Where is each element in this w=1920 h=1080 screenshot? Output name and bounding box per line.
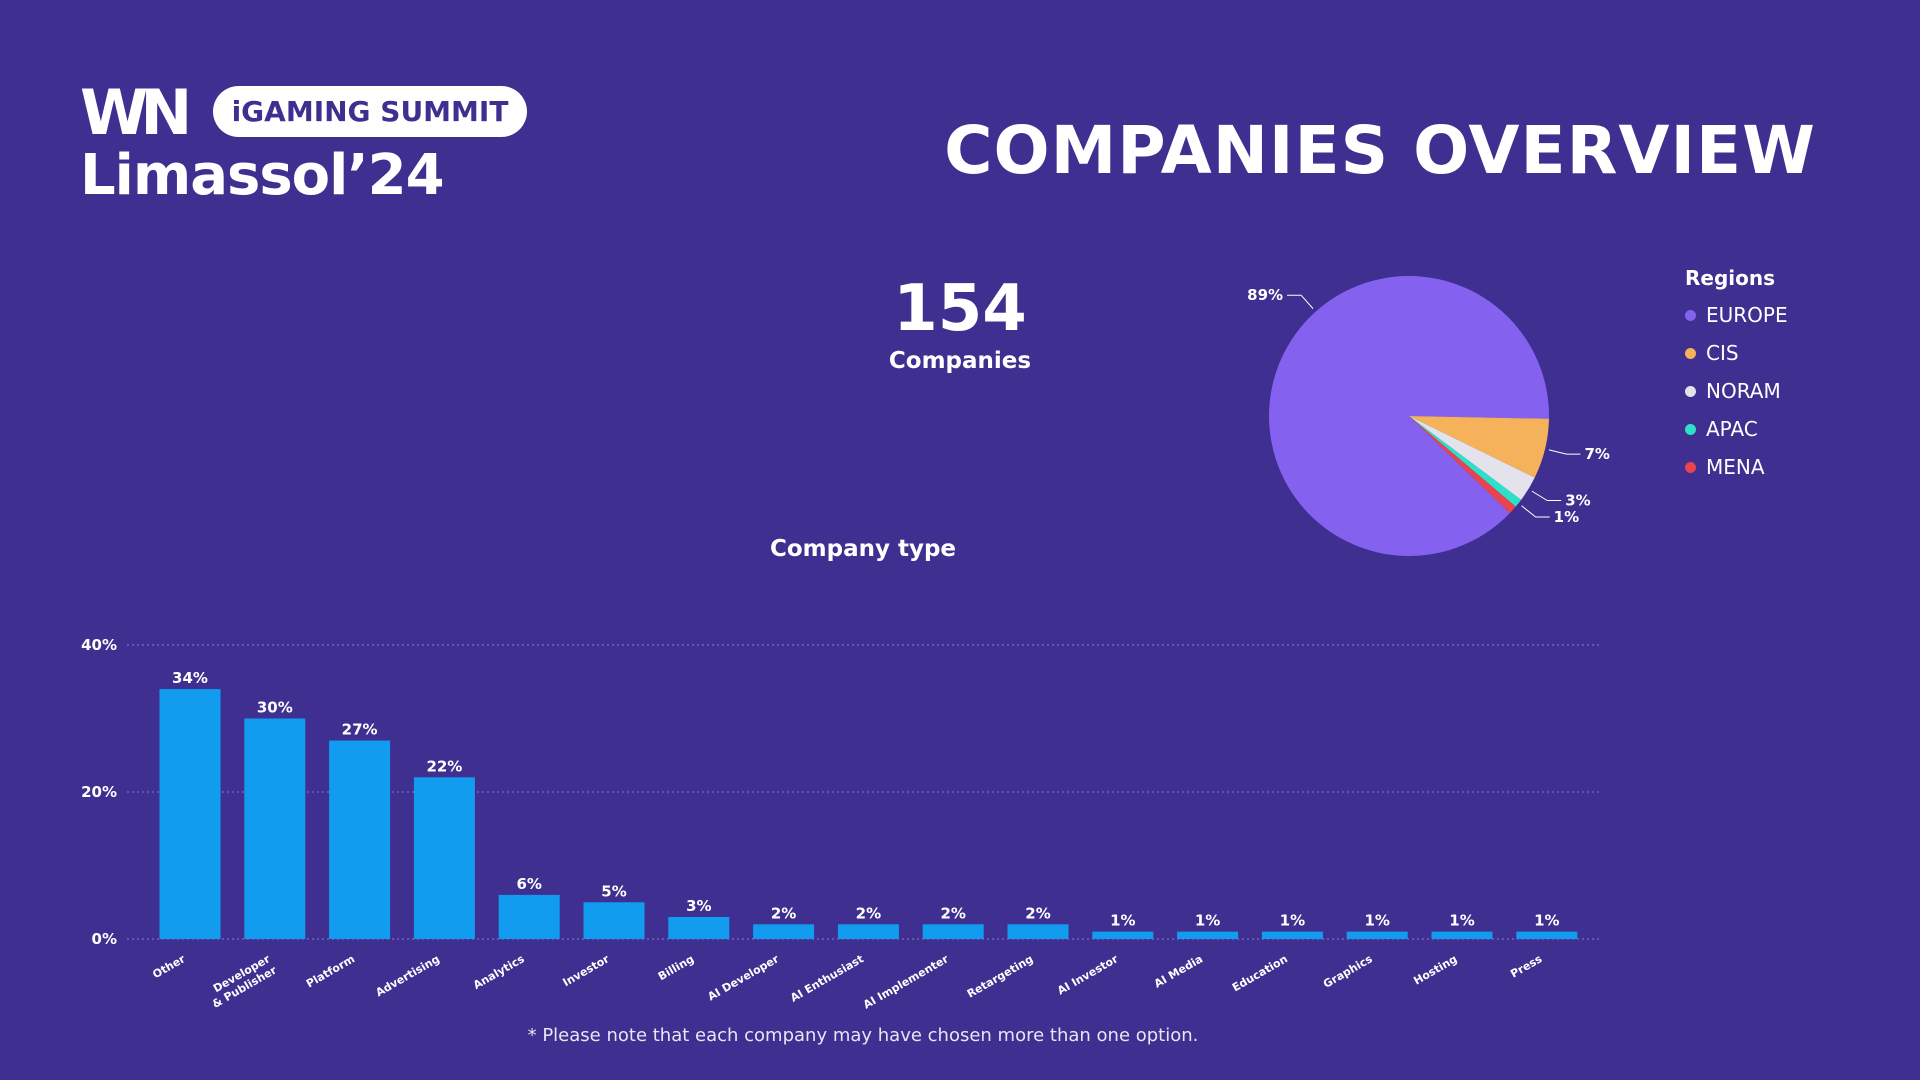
legend-label: CIS <box>1706 341 1739 365</box>
bar-value-label: 6% <box>516 875 541 893</box>
pie-label: 3% <box>1565 492 1590 510</box>
legend-dot-icon <box>1685 347 1696 359</box>
company-count: 154 <box>893 272 1027 346</box>
x-tick-label: Retargeting <box>965 952 1036 1000</box>
legend-dot-icon <box>1685 385 1696 397</box>
bar-value-label: 1% <box>1195 912 1220 930</box>
legend-item-noram: NORAM <box>1685 372 1788 410</box>
y-tick-label: 40% <box>81 636 117 654</box>
bar <box>753 924 815 939</box>
x-tick-label: Analytics <box>471 952 527 992</box>
bar <box>922 924 984 939</box>
x-tick-label: Platform <box>304 952 357 990</box>
x-tick-label: Other <box>150 952 188 981</box>
bar-value-label: 2% <box>856 904 881 922</box>
pie-label-leader <box>1287 294 1314 309</box>
bar <box>244 718 306 939</box>
company-type-bar-chart: 0% 20% 40% 34% Other 30% Developer& Publisher 2… <box>81 636 1602 1012</box>
x-tick-label: Investor <box>561 952 612 989</box>
legend-dot-icon <box>1685 309 1696 321</box>
bar <box>1516 931 1578 939</box>
bar-value-label: 1% <box>1534 912 1559 930</box>
bar-value-label: 22% <box>426 757 462 775</box>
pie-label: 1% <box>1554 508 1579 526</box>
page-title: COMPANIES OVERVIEW <box>944 112 1816 189</box>
bar <box>1177 931 1239 939</box>
bar-value-label: 1% <box>1280 912 1305 930</box>
logo-city: Limassol’24 <box>80 143 445 208</box>
bar-value-label: 2% <box>940 904 965 922</box>
legend-dot-icon <box>1685 423 1696 435</box>
logo-mark: WN <box>80 76 192 149</box>
x-tick-label: Education <box>1230 952 1290 994</box>
bar-value-label: 1% <box>1110 912 1135 930</box>
bar-value-label: 1% <box>1364 912 1389 930</box>
logo-badge: iGAMING SUMMIT <box>213 86 527 137</box>
x-tick-label: Hosting <box>1411 952 1459 987</box>
y-tick-label: 20% <box>81 783 117 801</box>
pie-slice-europe <box>1269 275 1549 556</box>
bar <box>837 924 899 939</box>
pie-slice-apac <box>1409 416 1522 507</box>
bar-value-label: 27% <box>342 721 378 739</box>
pie-label-leader <box>1531 490 1562 502</box>
y-tick-label: 0% <box>92 930 117 948</box>
x-tick-label: AI Enthusiast <box>788 952 866 1004</box>
bar-value-label: 1% <box>1449 912 1474 930</box>
bar-value-label: 30% <box>257 699 293 717</box>
bar <box>583 902 645 939</box>
bar <box>1092 931 1154 939</box>
legend-title: Regions <box>1685 266 1776 290</box>
bar <box>668 916 730 939</box>
bar <box>1007 924 1069 939</box>
bar <box>159 689 221 939</box>
bar-value-label: 3% <box>686 897 711 915</box>
bar-value-label: 5% <box>601 882 626 900</box>
bar <box>1346 931 1408 939</box>
bar <box>329 740 391 939</box>
x-tick-label: Graphics <box>1321 952 1375 991</box>
pie-label: 89% <box>1247 286 1283 304</box>
x-tick-label: AI Investor <box>1055 952 1121 997</box>
legend-item-mena: MENA <box>1685 448 1788 486</box>
pie-slice-mena <box>1409 416 1516 514</box>
x-tick-label: Advertising <box>373 952 441 999</box>
pie-label-leader <box>1521 505 1550 518</box>
regions-legend: Regions EUROPE CIS NORAM APAC MENA <box>1685 266 1788 486</box>
bar-value-label: 34% <box>172 669 208 687</box>
footnote: * Please note that each company may have… <box>527 1025 1199 1046</box>
regions-pie-chart: 89% 7% 3%1% <box>1247 275 1610 556</box>
bar <box>413 777 475 939</box>
pie-label-leader <box>1548 449 1581 455</box>
company-count-label: Companies <box>888 348 1032 374</box>
legend-label: APAC <box>1706 417 1758 441</box>
bar-value-label: 2% <box>771 904 796 922</box>
x-tick-label: AI Implementer <box>861 952 951 1012</box>
bar <box>498 894 560 939</box>
legend-item-apac: APAC <box>1685 410 1788 448</box>
x-tick-label: Billing <box>656 952 696 983</box>
legend-item-cis: CIS <box>1685 334 1788 372</box>
x-tick-label: AI Developer <box>706 952 782 1003</box>
legend-label: NORAM <box>1706 379 1781 403</box>
pie-slice-noram <box>1409 416 1535 500</box>
legend-dot-icon <box>1685 461 1696 473</box>
x-tick-label: AI Media <box>1152 952 1205 990</box>
bar <box>1431 931 1493 939</box>
x-tick-label: Press <box>1508 952 1544 981</box>
legend-label: EUROPE <box>1706 303 1788 327</box>
pie-slice-cis <box>1409 416 1549 478</box>
bar-value-label: 2% <box>1025 904 1050 922</box>
bar <box>1261 931 1323 939</box>
legend-label: MENA <box>1706 455 1765 479</box>
bar-chart-title: Company type <box>769 536 957 562</box>
x-tick-label: Developer& Publisher <box>203 952 279 1011</box>
pie-label: 7% <box>1584 445 1609 463</box>
legend-item-europe: EUROPE <box>1685 296 1788 334</box>
